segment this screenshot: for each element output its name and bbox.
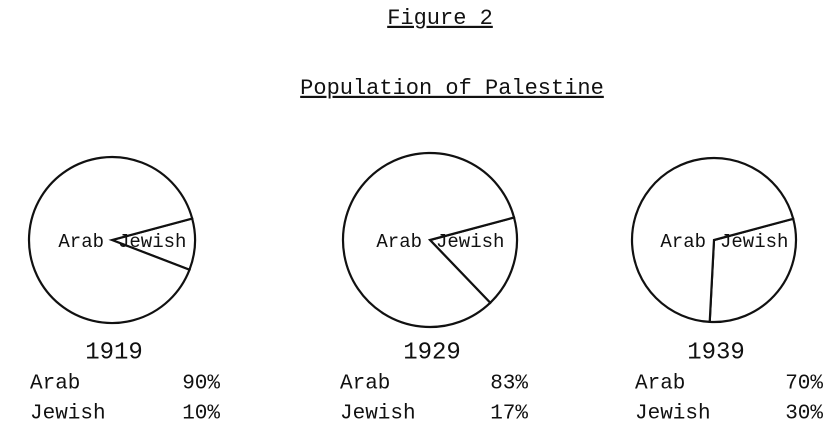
legend-label: Arab: [635, 373, 685, 396]
value-label: 17%: [490, 403, 528, 426]
slice-label: Jewish: [720, 231, 788, 253]
value-label: 70%: [785, 373, 823, 396]
value-label: 30%: [785, 403, 823, 426]
figure-title: Population of Palestine: [300, 76, 604, 101]
slice-label: Jewish: [436, 231, 504, 253]
pie-slice: [27, 155, 194, 325]
pie-title: 1939: [687, 339, 745, 366]
figure-label: Figure 2: [387, 6, 493, 31]
legend-label: Jewish: [635, 403, 711, 426]
legend-label: Jewish: [30, 403, 106, 426]
pie-title: 1919: [85, 339, 143, 366]
pie-slice: [427, 216, 519, 305]
value-label: 10%: [182, 403, 220, 426]
slice-label: Arab: [660, 231, 706, 253]
pie-title: 1929: [403, 339, 461, 366]
value-label: 90%: [182, 373, 220, 396]
value-label: 83%: [490, 373, 528, 396]
legend-label: Arab: [30, 373, 80, 396]
pie-slice: [341, 151, 516, 329]
slice-label: Jewish: [118, 231, 186, 253]
legend-label: Arab: [340, 373, 390, 396]
legend-label: Jewish: [340, 403, 416, 426]
slice-label: Arab: [376, 231, 422, 253]
pie-slice: [708, 217, 798, 324]
pie-slice: [630, 156, 795, 324]
slice-label: Arab: [58, 231, 104, 253]
